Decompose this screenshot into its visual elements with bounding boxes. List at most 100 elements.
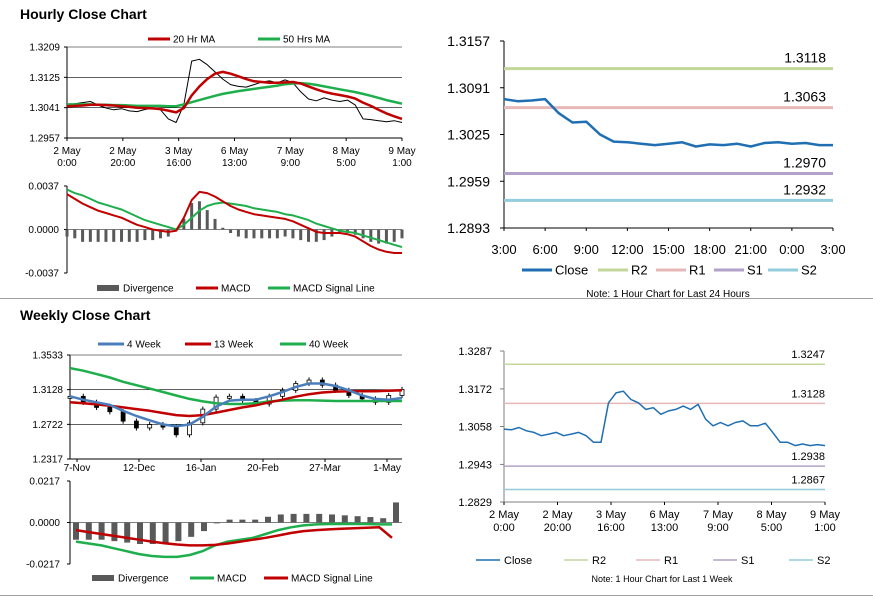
- hourly-macd-divergence-bar: [307, 229, 311, 242]
- hourly-macd-divergence-bar: [81, 229, 85, 242]
- weekly-levels-tick-label: 1.3287: [458, 346, 492, 358]
- weekly-legend-40-week-label: 40 Week: [309, 340, 349, 351]
- hourly-levels-note: Note: 1 Hour Chart for Last 24 Hours: [586, 289, 749, 300]
- weekly-macd-divergence-bar: [98, 522, 105, 540]
- hourly-macd-divergence-bar: [205, 210, 209, 230]
- hourly-macd-divergence-bar: [190, 203, 194, 230]
- weekly-price-candle-body: [399, 389, 405, 396]
- weekly-macd-divergence-bar: [341, 515, 348, 523]
- hourly-section-title: Hourly Close Chart: [20, 6, 147, 22]
- weekly-macd-divergence-bar: [149, 522, 156, 545]
- weekly-price-tick-label: 1.3128: [32, 385, 63, 396]
- weekly-price-x-tick-label: 16-Jan: [186, 463, 217, 474]
- weekly-macd-divergence-bar: [252, 519, 259, 523]
- hourly-macd-divergence-bar: [158, 229, 162, 239]
- hourly-levels-tick-label: 1.3091: [447, 80, 490, 96]
- weekly-legend-macd-label: MACD: [217, 574, 246, 585]
- weekly-macd-divergence-bar: [393, 502, 399, 523]
- hourly-macd-divergence-bar: [143, 229, 147, 241]
- hourly-price-x-tick-label: 9 May: [388, 146, 415, 157]
- weekly-price-series-13-week: [69, 389, 403, 418]
- weekly-macd-divergence-bar: [290, 513, 297, 523]
- hourly-macd-divergence-bar: [299, 229, 303, 241]
- weekly-levels-legend-s2-label: S2: [817, 555, 830, 567]
- weekly-macd-divergence-bar: [303, 513, 310, 523]
- hourly-macd-divergence-bar: [244, 229, 248, 239]
- weekly-level-s2-label: 1.2867: [791, 474, 825, 486]
- weekly-macd-divergence-bar: [201, 522, 207, 532]
- hourly-macd-divergence-bar: [291, 229, 295, 239]
- weekly-macd-divergence-bar: [239, 519, 246, 523]
- weekly-levels-x-tick-label: 2 May: [543, 509, 573, 521]
- hourly-price-x-tick-label: 3 May: [165, 146, 192, 157]
- hourly-macd-divergence-bar: [236, 229, 240, 237]
- hourly-price-tick-label: 1.3125: [29, 73, 60, 84]
- weekly-macd-divergence-bar: [162, 522, 169, 544]
- hourly-macd-divergence-bar: [213, 218, 217, 230]
- weekly-macd-divergence-bar: [380, 518, 387, 523]
- hourly-macd-divergence-bar: [221, 227, 225, 230]
- weekly-levels-legend-r1-label: R1: [664, 555, 678, 567]
- hourly-macd-tick-label: -0.0037: [25, 269, 59, 280]
- weekly-macd-divergence-bar: [137, 522, 143, 545]
- hourly-macd-divergence-bar: [283, 229, 287, 237]
- weekly-section-title: Weekly Close Chart: [20, 307, 151, 323]
- weekly-macd-tick-label: 0.0217: [29, 477, 60, 488]
- hourly-macd-divergence-bar: [392, 229, 396, 242]
- hourly-macd-tick-label: 0.0000: [28, 225, 59, 236]
- hourly-levels-legend-s2-label: S2: [801, 263, 817, 278]
- hourly-price-x-tick-label: 7 May: [277, 146, 304, 157]
- hourly-legend-20hr-ma-label: 20 Hr MA: [173, 35, 216, 46]
- hourly-macd-divergence-bar: [229, 229, 233, 234]
- weekly-price-tick-label: 1.3533: [32, 351, 63, 362]
- weekly-levels-tick-label: 1.2829: [458, 497, 492, 509]
- hourly-levels-series-close: [503, 97, 833, 148]
- weekly-price-series-40-week: [69, 366, 402, 406]
- weekly-price-series-4-week: [69, 382, 403, 428]
- hourly-price-x-tick-label: 8 May: [333, 146, 360, 157]
- weekly-price-x-tick-label: 20-Feb: [247, 463, 279, 474]
- weekly-price-candle-body: [187, 422, 192, 436]
- hourly-macd-divergence-bar: [151, 229, 155, 241]
- weekly-levels-x-tick-label: 13:00: [651, 522, 679, 534]
- weekly-levels-x-tick-label: 0:00: [493, 522, 514, 534]
- weekly-macd-divergence-bar: [188, 522, 195, 537]
- weekly-levels-tick-label: 1.3058: [458, 422, 492, 434]
- weekly-macd-divergence-bar: [277, 514, 284, 523]
- weekly-levels-x-tick-label: 20:00: [544, 522, 572, 534]
- weekly-levels-x-tick-label: 2 May: [489, 509, 519, 521]
- weekly-levels-x-tick-label: 16:00: [597, 522, 625, 534]
- weekly-levels-series-close: [503, 390, 826, 447]
- weekly-legend-signal-label: MACD Signal Line: [291, 574, 373, 585]
- hourly-macd-divergence-bar: [120, 229, 124, 242]
- hourly-macd-divergence-bar: [275, 229, 279, 239]
- hourly-macd-divergence-bar: [96, 229, 100, 242]
- hourly-legend-divergence-label: Divergence: [123, 284, 174, 295]
- hourly-price-x-tick-label: 2 May: [53, 146, 80, 157]
- hourly-levels-legend-s1-label: S1: [747, 263, 763, 278]
- weekly-price-tick-label: 1.2317: [32, 455, 63, 466]
- hourly-legend-50hr-ma-label: 50 Hrs MA: [283, 35, 331, 46]
- weekly-legend-divergence-label: Divergence: [118, 574, 169, 585]
- hourly-price-series-price: [66, 58, 403, 123]
- section-divider: [0, 298, 873, 299]
- weekly-macd-divergence-bar: [226, 519, 233, 523]
- hourly-price-x-tick-label: 6 May: [221, 146, 248, 157]
- hourly-legend-signal-label: MACD Signal Line: [293, 284, 375, 295]
- hourly-price-x-tick-label: 5:00: [336, 158, 356, 169]
- weekly-levels-x-tick-label: 7 May: [703, 509, 733, 521]
- hourly-macd-divergence-bar: [322, 229, 326, 241]
- weekly-macd-divergence-bar: [329, 514, 335, 523]
- hourly-legend-divergence-swatch: [97, 285, 119, 291]
- weekly-price-candle-body: [107, 407, 113, 413]
- hourly-level-s1-label: 1.2970: [783, 154, 826, 170]
- hourly-price-x-tick-label: 9:00: [281, 158, 301, 169]
- weekly-levels-tick-label: 1.3172: [458, 384, 492, 396]
- weekly-level-r2-label: 1.3247: [791, 349, 825, 361]
- hourly-level-s2-label: 1.2932: [783, 181, 826, 197]
- weekly-levels-x-tick-label: 5:00: [761, 522, 782, 534]
- weekly-legend-divergence-swatch: [92, 575, 114, 581]
- hourly-macd-divergence-bar: [112, 229, 116, 242]
- hourly-price-x-tick-label: 13:00: [222, 158, 247, 169]
